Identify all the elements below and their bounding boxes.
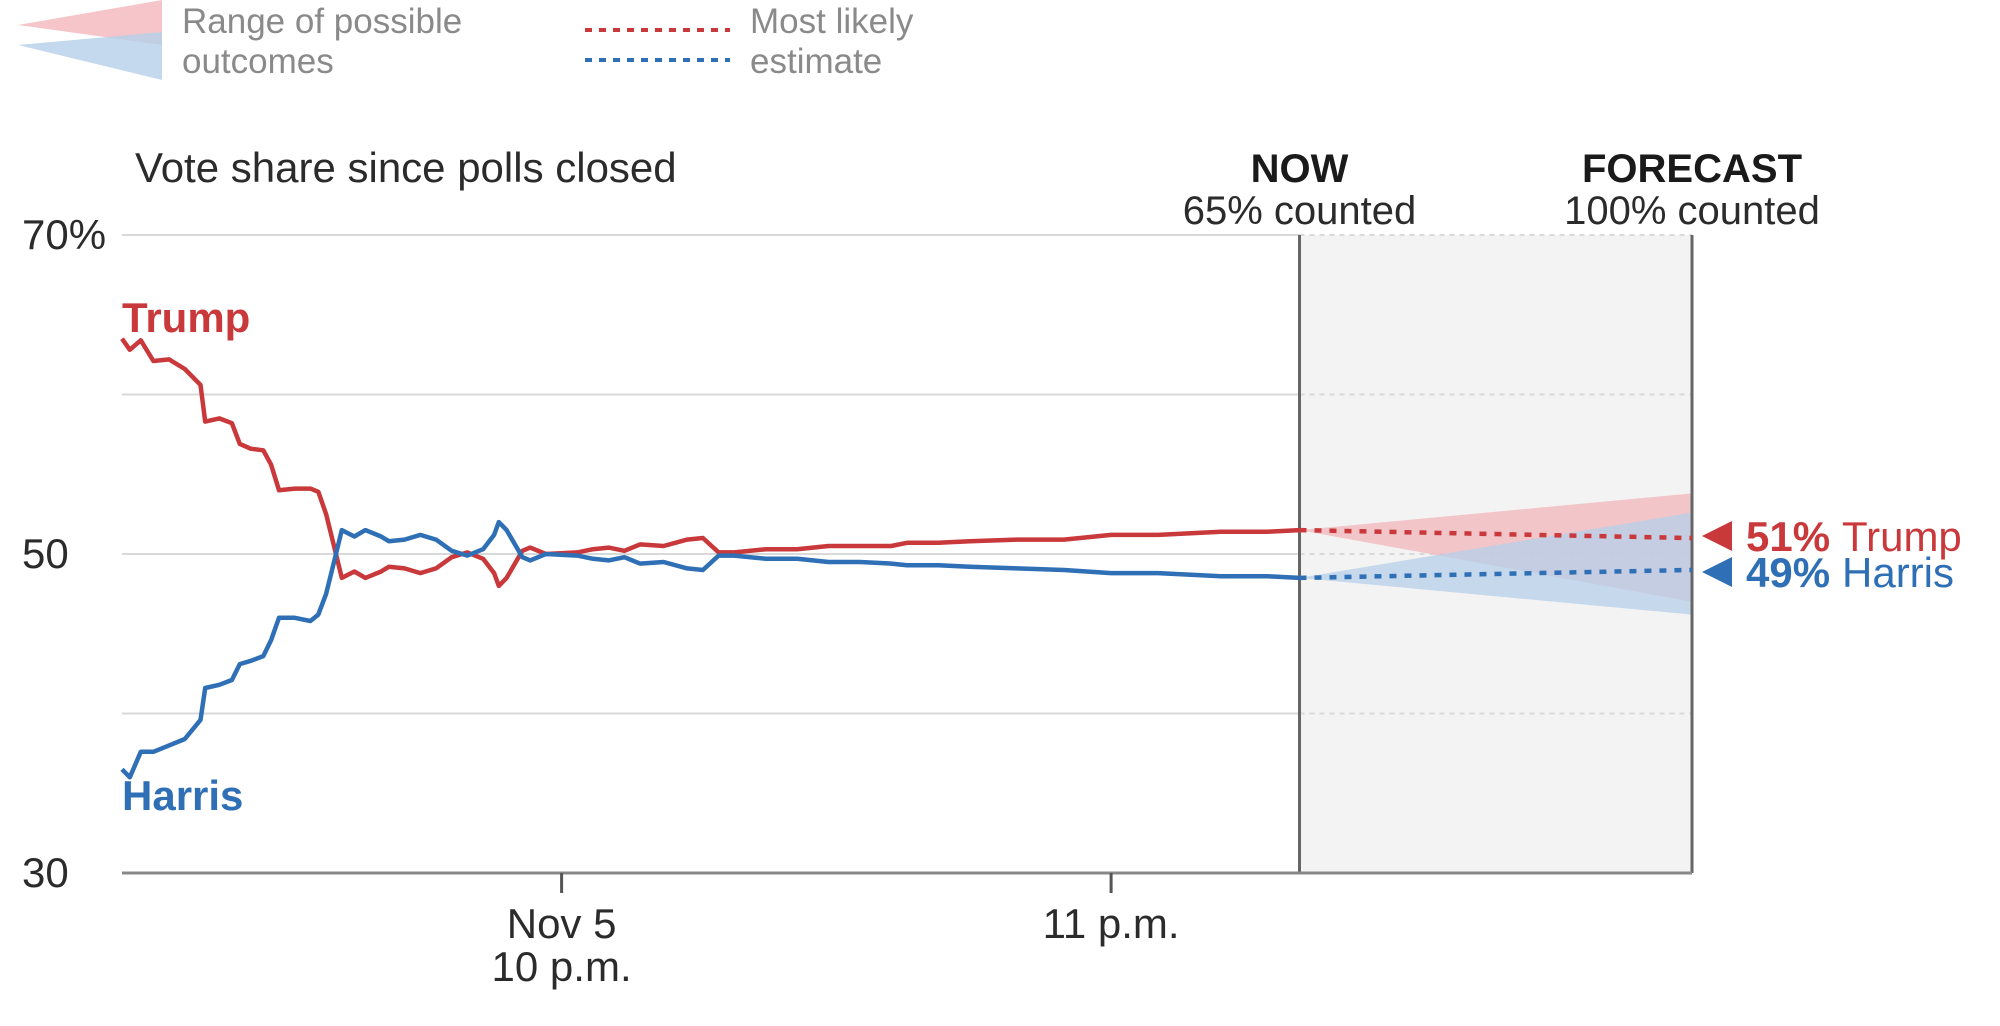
harris-range-band [1299,512,1692,615]
harris-line [120,519,1300,780]
trump-end-name: Trump [1842,513,1962,560]
trump-estimate-line [1299,527,1693,541]
y-tick-label-30: 30 [22,849,69,896]
phase-sub-0: 65% counted [1183,189,1417,233]
chart-title: Vote share since polls closed [135,144,677,191]
x-tick-sublabel-0: 10 p.m. [492,943,632,990]
harris-end-name: Harris [1842,549,1954,596]
harris-start-label: Harris [122,772,243,819]
harris-end-percent: 49% [1746,549,1830,596]
series-lines [120,337,1693,780]
trump-line [120,337,1300,589]
legend-range-label-1: Range of possible [182,2,462,41]
gridlines [122,234,1692,715]
trump-end-arrow [1702,521,1732,552]
legend-range-swatch [18,0,162,80]
legend-estimate-label-2: estimate [750,42,882,81]
y-tick-label-50: 50 [22,530,69,577]
legend-estimate-label-1: Most likely [750,2,914,41]
harris-estimate-line [1299,567,1693,581]
forecast-bands [1299,493,1692,615]
harris-end-arrow [1702,556,1732,587]
x-tick-label-0: Nov 5 [507,900,617,947]
legend: Range of possible outcomes Most likely e… [18,0,914,81]
axes: 70% 50 30 Nov 510 p.m. 11 p.m. [22,211,1692,990]
phase-head-0: NOW [1251,147,1349,191]
y-tick-label-70: 70% [22,211,106,258]
phase-sub-1: 100% counted [1564,189,1820,233]
x-tick-label-1: 11 p.m. [1043,900,1180,947]
trump-start-label: Trump [122,294,250,341]
legend-range-label-2: outcomes [182,42,334,81]
trump-end-percent: 51% [1746,513,1830,560]
legend-estimate-swatch [585,28,730,62]
phase-head-1: FORECAST [1582,147,1802,191]
